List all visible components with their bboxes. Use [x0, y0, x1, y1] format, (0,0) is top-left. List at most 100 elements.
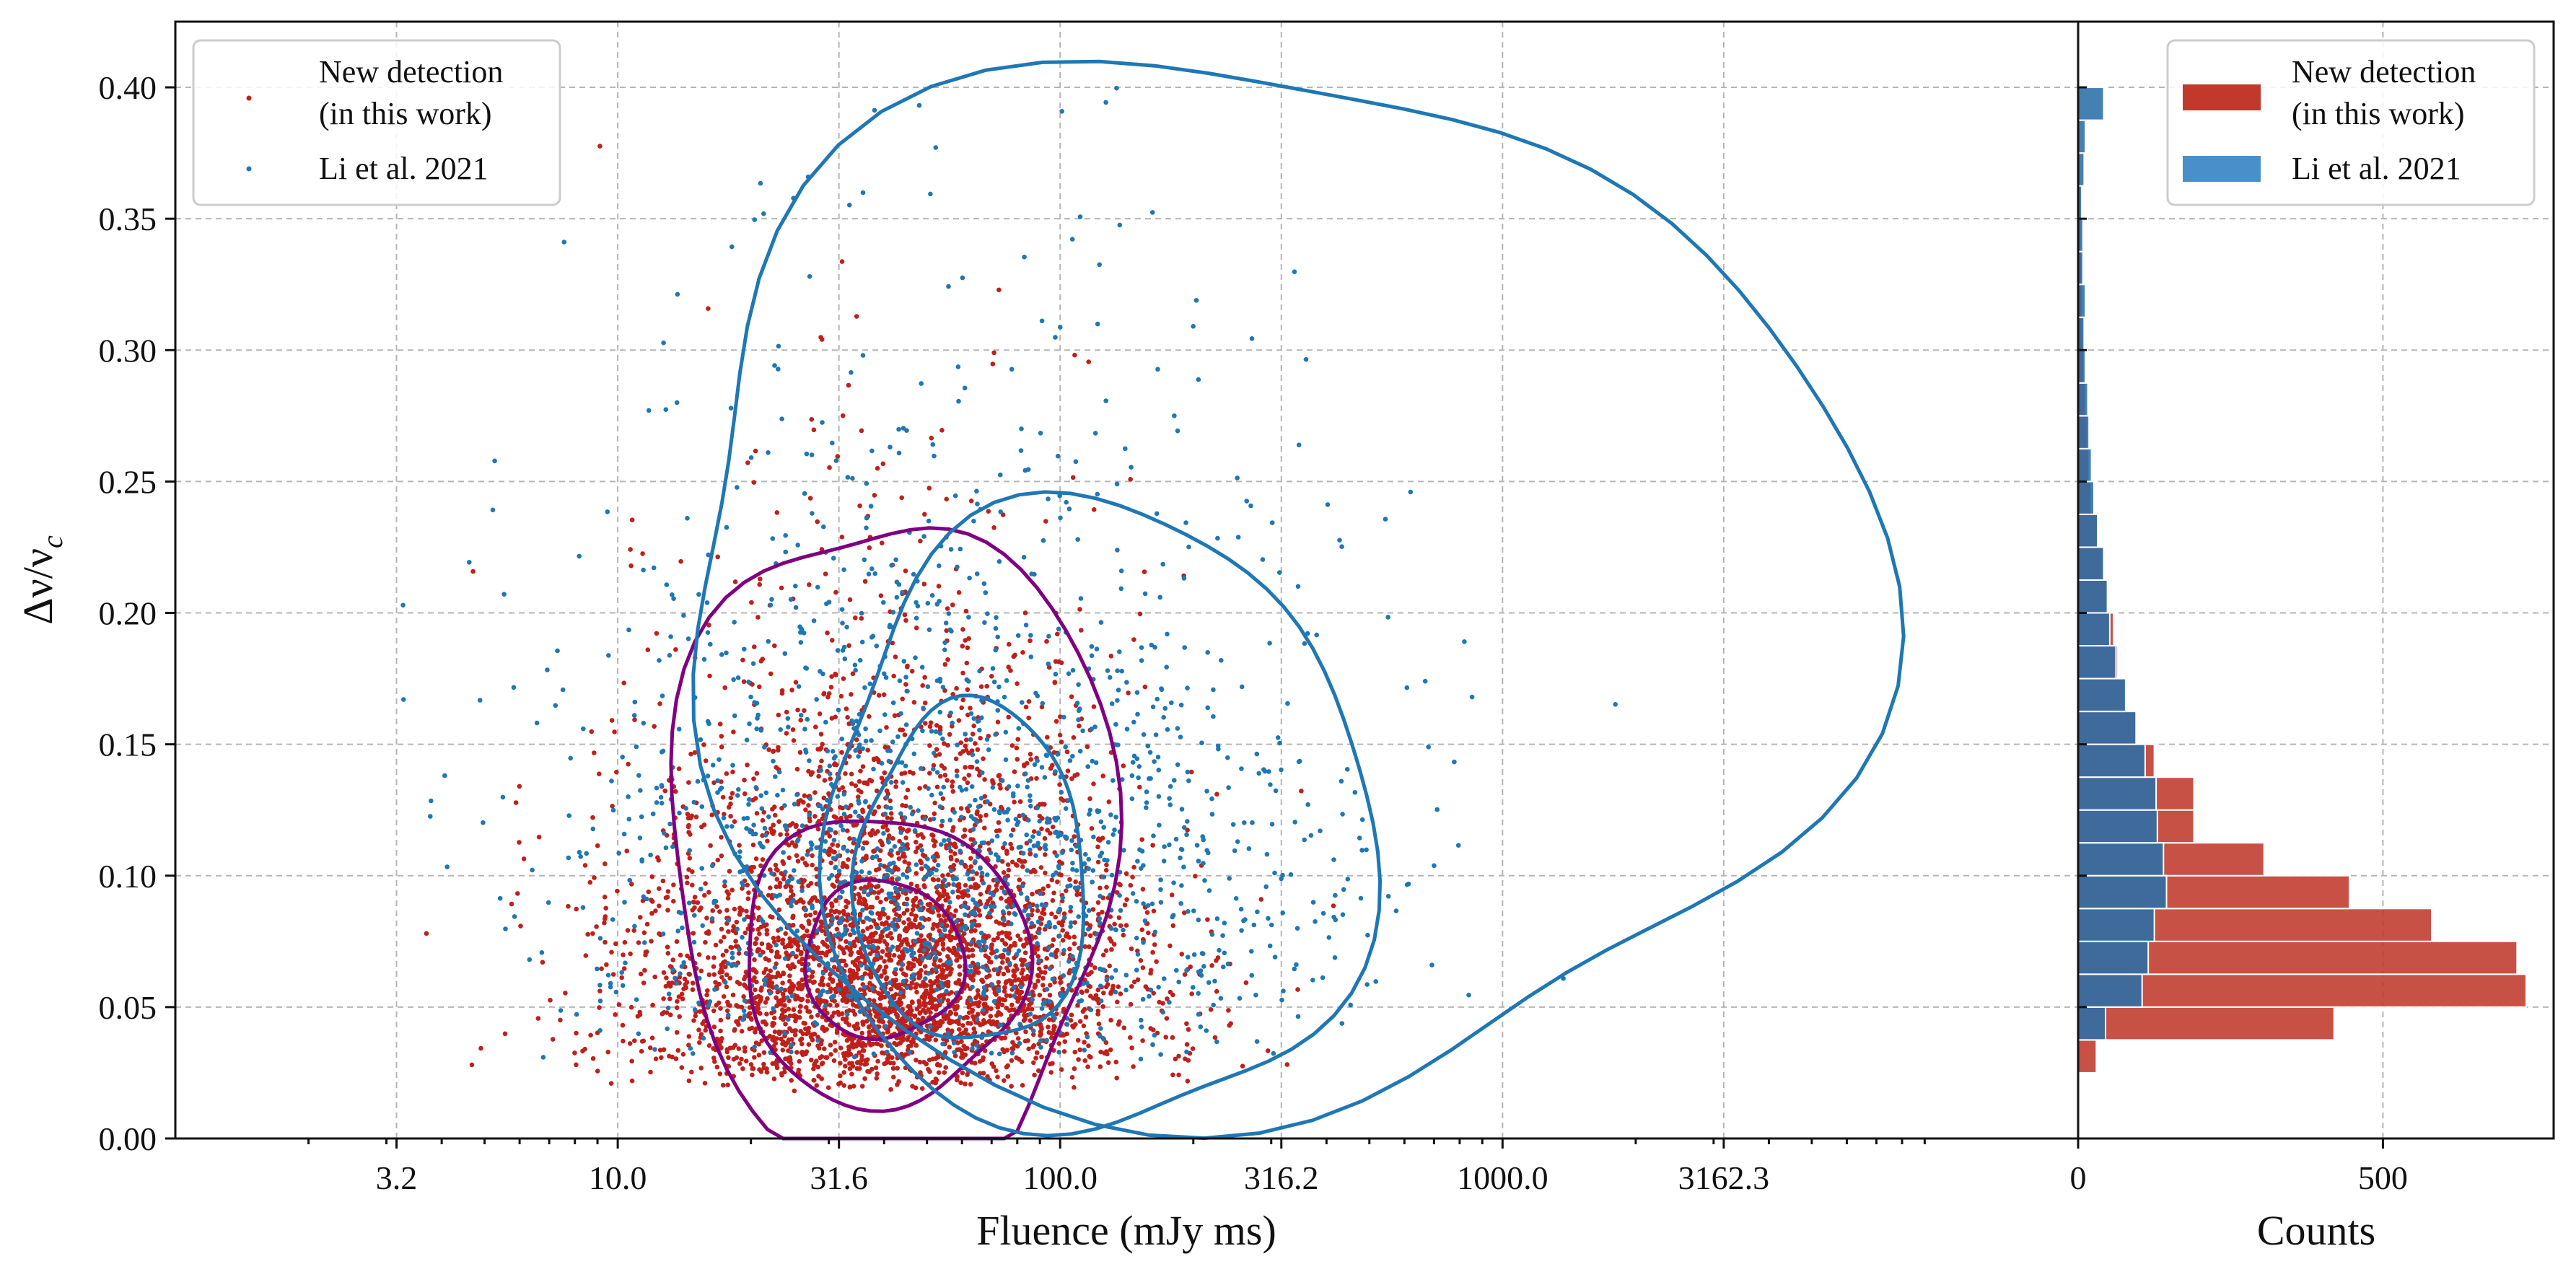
- scatter-point: [769, 1010, 774, 1016]
- scatter-point: [893, 978, 898, 983]
- scatter-point: [750, 1066, 755, 1071]
- scatter-point: [674, 1030, 680, 1035]
- scatter-point: [1204, 1028, 1209, 1033]
- scatter-point: [903, 1052, 908, 1057]
- scatter-point: [971, 723, 976, 729]
- scatter-point: [1035, 758, 1040, 763]
- scatter-point: [1028, 654, 1034, 659]
- scatter-point: [624, 848, 629, 853]
- scatter-point: [949, 1019, 955, 1024]
- scatter-point: [839, 750, 844, 755]
- scatter-point: [833, 1048, 838, 1053]
- scatter-point: [1084, 988, 1090, 993]
- scatter-point: [632, 923, 637, 929]
- scatter-point: [931, 763, 937, 768]
- scatter-point: [768, 826, 774, 831]
- scatter-point: [1284, 1062, 1290, 1067]
- scatter-point: [1131, 637, 1136, 642]
- scatter-point: [730, 791, 735, 796]
- scatter-point: [1269, 822, 1275, 827]
- scatter-point: [838, 1080, 843, 1086]
- scatter-point: [1214, 988, 1219, 994]
- scatter-point: [815, 1013, 820, 1018]
- scatter-point: [603, 914, 608, 919]
- scatter-point: [810, 853, 815, 859]
- scatter-point: [956, 978, 962, 983]
- scatter-point: [736, 787, 741, 792]
- scatter-point: [1064, 835, 1069, 841]
- scatter-point: [734, 919, 740, 925]
- scatter-point: [710, 763, 716, 768]
- scatter-point: [888, 986, 893, 992]
- scatter-point: [984, 872, 990, 877]
- scatter-point: [780, 1048, 786, 1053]
- scatter-point: [776, 747, 781, 753]
- scatter-point: [911, 771, 916, 776]
- scatter-point: [1062, 1039, 1068, 1044]
- scatter-point: [1020, 851, 1026, 856]
- scatter-point: [803, 913, 809, 918]
- scatter-point: [1201, 964, 1206, 969]
- scatter-point: [718, 1006, 723, 1011]
- scatter-point: [992, 990, 998, 996]
- scatter-point: [856, 892, 861, 897]
- scatter-point: [745, 896, 751, 901]
- scatter-point: [914, 982, 919, 987]
- scatter-point: [720, 1082, 726, 1088]
- scatter-point: [1118, 991, 1123, 996]
- scatter-point: [1056, 453, 1061, 459]
- scatter-point: [871, 811, 876, 817]
- scatter-point: [1033, 982, 1038, 988]
- scatter-point: [492, 458, 497, 464]
- scatter-point: [857, 900, 862, 905]
- scatter-point: [1204, 848, 1209, 853]
- scatter-point: [1060, 928, 1066, 933]
- scatter-point: [867, 951, 873, 957]
- scatter-point: [781, 995, 787, 1000]
- scatter-point: [900, 589, 905, 595]
- scatter-point: [957, 1047, 963, 1052]
- scatter-point: [862, 579, 868, 584]
- scatter-point: [740, 1017, 745, 1022]
- scatter-point: [1325, 502, 1331, 507]
- scatter-point: [787, 973, 792, 978]
- scatter-point: [771, 1021, 776, 1026]
- scatter-point: [922, 701, 928, 706]
- scatter-point: [1070, 667, 1076, 673]
- scatter-point: [678, 971, 683, 976]
- scatter-point: [969, 939, 974, 945]
- scatter-point: [991, 525, 996, 530]
- scatter-point: [905, 663, 910, 669]
- scatter-point: [1178, 901, 1183, 906]
- scatter-point: [634, 744, 639, 750]
- scatter-point: [774, 974, 779, 980]
- scatter-point: [858, 987, 863, 992]
- scatter-point: [1038, 865, 1044, 870]
- scatter-point: [856, 754, 861, 759]
- scatter-point: [868, 833, 874, 838]
- scatter-point: [1055, 879, 1060, 885]
- scatter-point: [994, 1068, 999, 1074]
- scatter-point: [1233, 896, 1239, 901]
- scatter-point: [947, 817, 953, 822]
- scatter-point: [947, 841, 953, 846]
- scatter-point: [1089, 970, 1094, 975]
- scatter-point: [774, 995, 779, 1001]
- scatter-point: [698, 905, 704, 910]
- scatter-point: [1068, 1018, 1074, 1023]
- scatter-point: [585, 931, 590, 937]
- scatter-point: [1613, 702, 1618, 707]
- scatter-point: [922, 512, 927, 517]
- scatter-point: [980, 938, 986, 944]
- scatter-point: [699, 866, 704, 871]
- scatter-point: [621, 952, 626, 957]
- scatter-point: [1139, 837, 1144, 842]
- scatter-point: [862, 1062, 867, 1067]
- scatter-point: [724, 824, 730, 829]
- scatter-point: [850, 671, 856, 677]
- scatter-point: [1055, 631, 1060, 637]
- scatter-point: [864, 1019, 869, 1024]
- scatter-point: [818, 768, 823, 773]
- scatter-point: [902, 612, 908, 618]
- scatter-point: [898, 1000, 904, 1006]
